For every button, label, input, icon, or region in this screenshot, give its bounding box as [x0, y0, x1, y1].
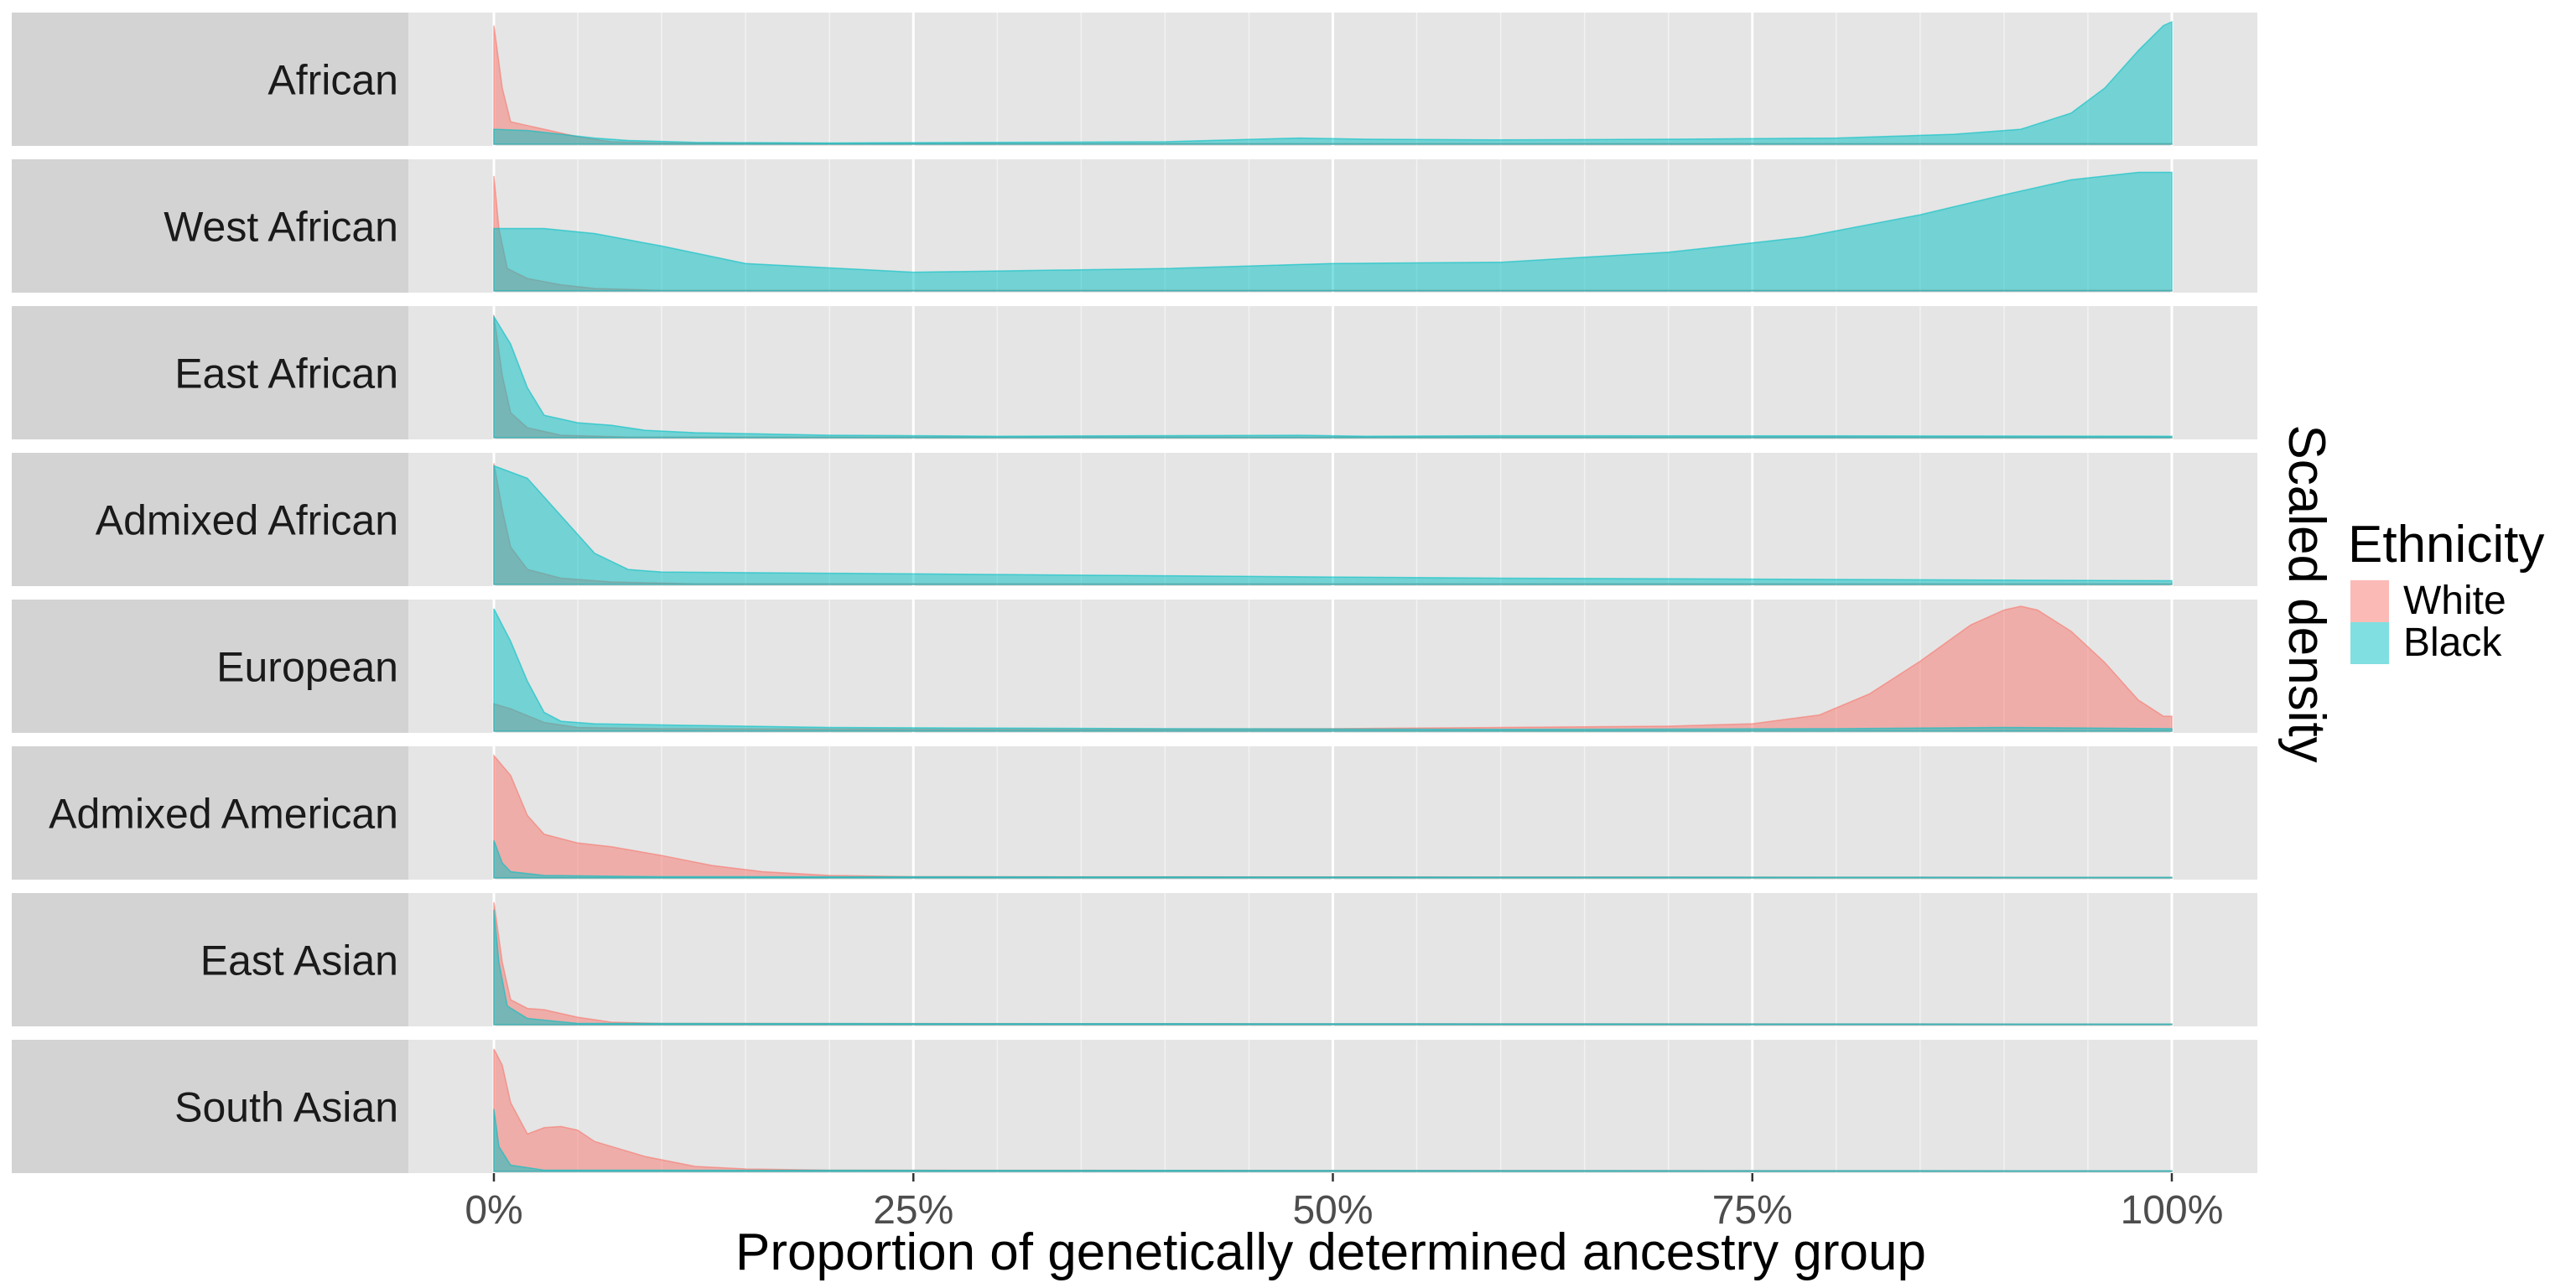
x-tick-label: 25% [873, 1188, 953, 1233]
facet-panel: East African [12, 306, 2257, 439]
x-tick-label: 0% [465, 1188, 522, 1233]
facet-label: Admixed African [96, 497, 398, 544]
facet-label: East Asian [200, 937, 398, 984]
facet-panel: East Asian [12, 893, 2257, 1026]
density-area-black [493, 608, 2173, 732]
density-area-black [493, 1109, 2173, 1172]
facet-panels: African West African East African Admixed A… [12, 13, 2257, 1173]
facet-panel: Admixed American [12, 746, 2257, 880]
legend-label: Black [2403, 621, 2502, 665]
facet-label: West African [164, 204, 398, 251]
facet-label: East African [174, 351, 398, 397]
density-area-black [493, 171, 2173, 292]
facet-strip [12, 1040, 408, 1173]
x-tick-label: 50% [1292, 1188, 1373, 1233]
facet-strip [12, 600, 408, 733]
y-axis-title: Scaled density [2277, 424, 2335, 762]
legend-key [2350, 580, 2389, 622]
density-area-black [493, 20, 2173, 145]
facet-label: African [267, 57, 398, 104]
density-area-black [493, 840, 2173, 879]
density-area-black [493, 465, 2173, 585]
legend-key [2350, 622, 2389, 664]
density-area-black [493, 909, 2173, 1026]
legend-title: Ethnicity [2348, 516, 2544, 574]
facet-panel: West African [12, 159, 2257, 293]
facet-strip [12, 453, 408, 586]
facet-strip [12, 746, 408, 880]
facet-strip [12, 893, 408, 1026]
facet-panel: Admixed African [12, 453, 2257, 586]
facet-label: European [216, 644, 398, 691]
facet-panel: European [12, 600, 2257, 733]
facet-label: South Asian [174, 1084, 398, 1131]
x-axis-title: Proportion of genetically determined anc… [735, 1223, 1926, 1281]
facet-label: Admixed American [49, 791, 398, 838]
x-axis: 0% 25% 50% 75% 100% [465, 1173, 2223, 1233]
facet-strip [12, 306, 408, 439]
x-tick-label: 100% [2121, 1188, 2224, 1233]
facet-strip [12, 13, 408, 146]
facet-panel: African [12, 13, 2257, 146]
legend-label: White [2403, 579, 2506, 623]
x-tick-label: 75% [1712, 1188, 1793, 1233]
facet-panel: South Asian [12, 1040, 2257, 1173]
facet-strip [12, 159, 408, 293]
density-area-black [493, 314, 2173, 439]
